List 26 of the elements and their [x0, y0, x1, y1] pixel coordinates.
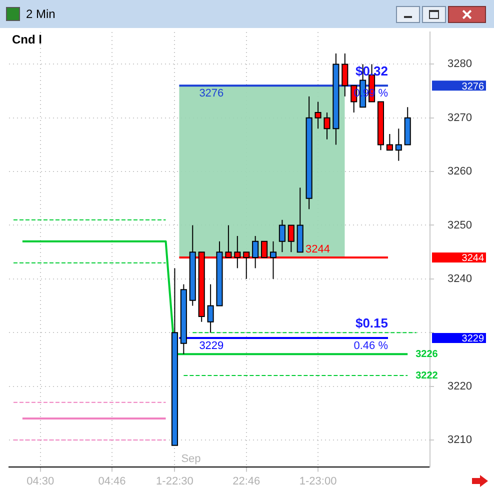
data-label: 3222: [416, 370, 438, 382]
x-tick-label: 1-22:30: [156, 475, 194, 488]
annotation: Sep: [181, 452, 201, 465]
text: 3229: [462, 334, 484, 345]
y-tick-label: 3280: [448, 58, 472, 70]
text: 3276: [462, 81, 484, 92]
data-label: 3226: [416, 348, 438, 360]
y-tick-label: 3220: [448, 380, 472, 392]
annotation: 0.99 %: [354, 88, 388, 100]
y-tick-label: 3270: [448, 112, 472, 124]
x-tick-label: 04:30: [26, 475, 54, 488]
y-tick-label: 3260: [448, 166, 472, 178]
x-tick-label: 04:46: [98, 475, 126, 488]
x-tick-label: 22:46: [232, 475, 260, 488]
ref-line-label: 3244: [306, 243, 330, 256]
y-tick-label: 3210: [448, 434, 472, 446]
chart-title: 2 Min: [26, 7, 56, 21]
ref-line-label: 3229: [199, 340, 224, 352]
x-tick-label: 1-23:00: [299, 475, 337, 488]
annotation: Cnd l: [12, 32, 42, 46]
text: 3244: [462, 253, 484, 264]
ref-line-label: 3276: [199, 88, 224, 100]
annotation: 0.46 %: [354, 340, 388, 352]
annotation: $0.15: [355, 316, 388, 331]
y-tick-label: 3240: [448, 272, 472, 285]
y-tick-label: 3250: [448, 219, 472, 232]
